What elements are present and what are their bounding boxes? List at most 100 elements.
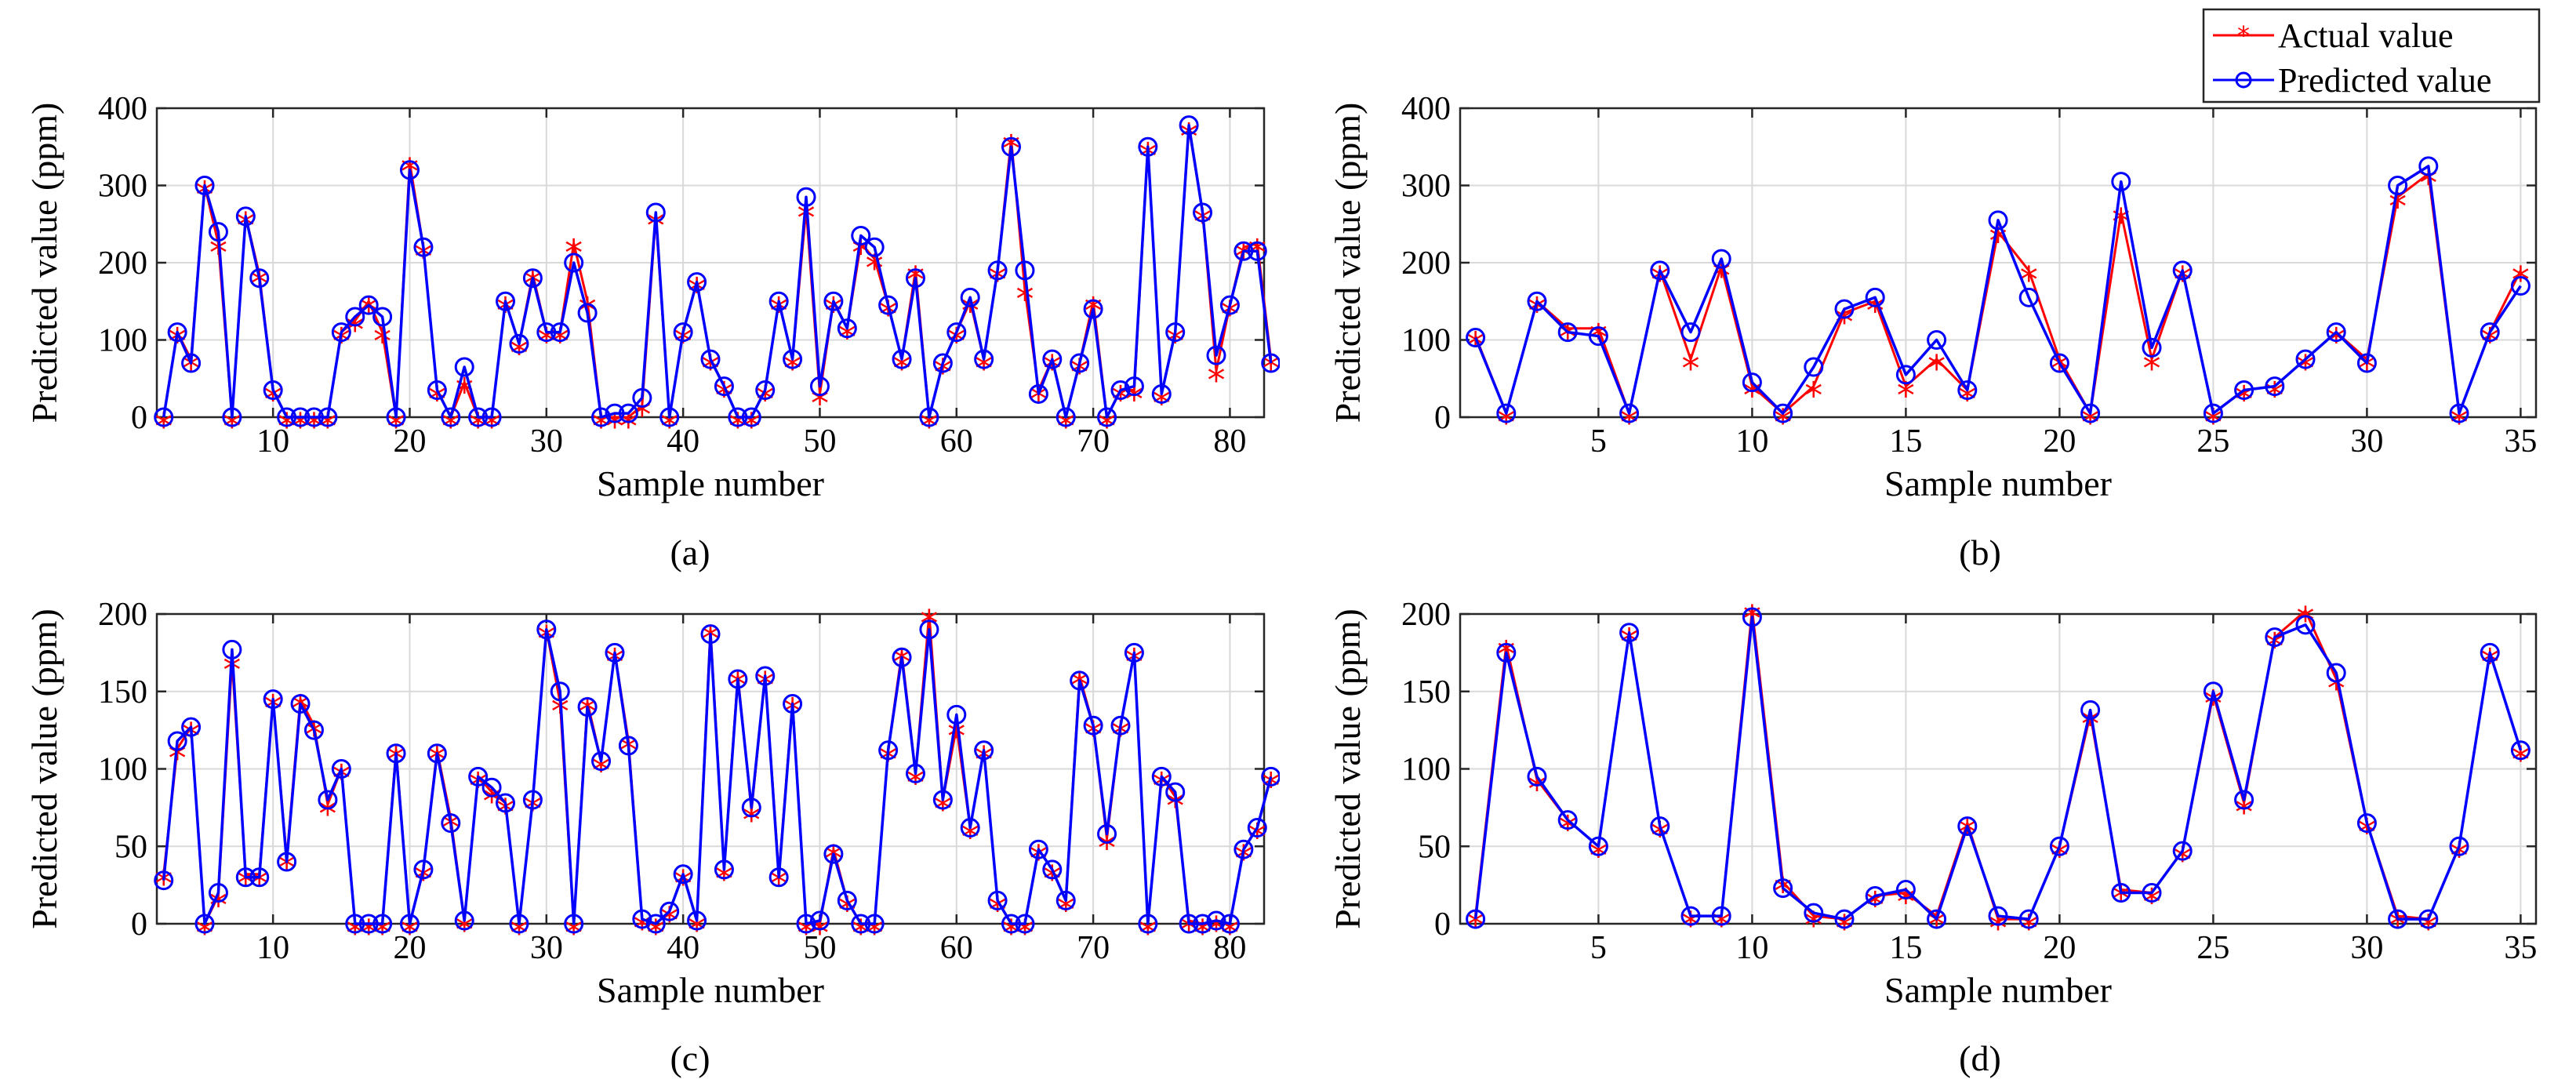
predicted-point [399, 160, 420, 180]
predicted-point [358, 295, 379, 315]
predicted-point [1083, 715, 1103, 736]
predicted-point [987, 890, 1008, 910]
predicted-point [2449, 836, 2469, 856]
actual-point: * [2235, 791, 2253, 834]
actual-point: * [1682, 904, 1700, 946]
predicted-point [2234, 380, 2254, 401]
actual-point: * [209, 231, 227, 274]
actual-point: * [1927, 347, 1946, 390]
predicted-point [741, 407, 761, 427]
predicted-point [372, 914, 393, 934]
predicted-point [468, 407, 489, 427]
actual-point: * [1016, 278, 1034, 320]
predicted-point [2449, 403, 2469, 423]
predicted-point [1234, 839, 1254, 859]
predicted-point [1773, 403, 1793, 423]
actual-point: * [1528, 768, 1546, 810]
predicted-point [194, 176, 215, 195]
chart-panel-b: 5 10 15 20 25 30 35 0 100 200 300 400 Sample number P… [1328, 91, 2537, 503]
predicted-point [2018, 909, 2039, 929]
predicted-point [837, 318, 857, 339]
actual-point: * [1897, 881, 1915, 924]
x-tick-label: 40 [667, 930, 699, 966]
predicted-point [208, 222, 228, 242]
predicted-point [1110, 715, 1131, 736]
actual-point: * [743, 405, 761, 448]
predicted-point [2356, 353, 2377, 373]
predicted-point [755, 380, 776, 401]
predicted-point [550, 322, 570, 343]
predicted-point [618, 736, 638, 756]
predicted-point [2480, 642, 2500, 663]
predicted-point [728, 669, 748, 689]
predicted-point [1957, 816, 1978, 837]
predicted-point [1742, 372, 1762, 393]
predicted-point [837, 890, 857, 910]
y-tick-label: 200 [1401, 597, 1451, 633]
y-tick-label: 400 [1401, 91, 1451, 127]
y-axis-label: Predicted value (ppm) [1328, 103, 1368, 423]
predicted-line [162, 123, 1273, 419]
x-tick-label: 40 [667, 423, 699, 460]
actual-point: * [373, 912, 391, 954]
predicted-point [1219, 914, 1240, 934]
predicted-point [1247, 241, 1267, 261]
predicted-point [1247, 818, 1267, 838]
predicted-point [892, 647, 912, 667]
predicted-point [864, 914, 885, 934]
predicted-point [427, 380, 447, 401]
predicted-point [1957, 380, 1978, 401]
predicted-point [181, 353, 202, 373]
predicted-point [2295, 349, 2316, 369]
predicted-point [318, 790, 338, 810]
actual-point: * [2112, 878, 2130, 921]
x-tick-label: 20 [2043, 930, 2076, 966]
predicted-point [932, 353, 953, 373]
predicted-point [564, 253, 584, 273]
predicted-point [823, 844, 844, 864]
predicted-point [796, 187, 816, 207]
predicted-point [564, 914, 584, 934]
predicted-point [714, 859, 734, 880]
x-tick-label: 5 [1590, 930, 1607, 966]
actual-point: * [1804, 904, 1822, 946]
actual-point: * [1139, 912, 1157, 954]
caption-b: (b) [1959, 532, 2001, 572]
predicted-point [864, 237, 885, 257]
actual-point: * [182, 347, 200, 390]
predicted-point [1527, 291, 1547, 311]
predicted-point [522, 268, 543, 289]
predicted-point [277, 852, 297, 872]
predicted-point [2111, 172, 2131, 192]
y-tick-label: 400 [98, 91, 147, 127]
predicted-point [1070, 670, 1090, 691]
predicted-point [1138, 136, 1158, 157]
predicted-point [1773, 878, 1793, 899]
actual-point: * [866, 912, 884, 954]
predicted-point [2510, 276, 2531, 296]
chart-panel-a: 10 20 30 40 50 60 70 80 0 100 200 300 400 Sample numb… [24, 91, 1280, 503]
predicted-point [1138, 914, 1158, 934]
x-tick-label: 70 [1077, 930, 1110, 966]
predicted-point [783, 694, 803, 714]
predicted-point [577, 303, 598, 323]
actual-point: * [346, 912, 364, 954]
predicted-point [1927, 330, 1947, 350]
x-tick-label: 10 [1735, 930, 1768, 966]
predicted-point [1193, 202, 1213, 223]
predicted-point [1927, 909, 1947, 929]
predicted-point [481, 407, 502, 427]
legend-actual-marker: * [2237, 20, 2250, 50]
predicted-point [1804, 903, 1824, 923]
actual-point: * [223, 405, 241, 448]
actual-point: * [866, 247, 884, 289]
predicted-point [372, 307, 393, 327]
x-tick-label: 30 [2350, 930, 2383, 966]
predicted-point [1834, 909, 1855, 929]
predicted-point [851, 914, 871, 934]
y-tick-label: 200 [98, 597, 147, 633]
x-axis-label: Sample number [597, 463, 824, 503]
predicted-point [2388, 176, 2408, 195]
predicted-point [659, 901, 680, 921]
predicted-point [974, 740, 994, 761]
